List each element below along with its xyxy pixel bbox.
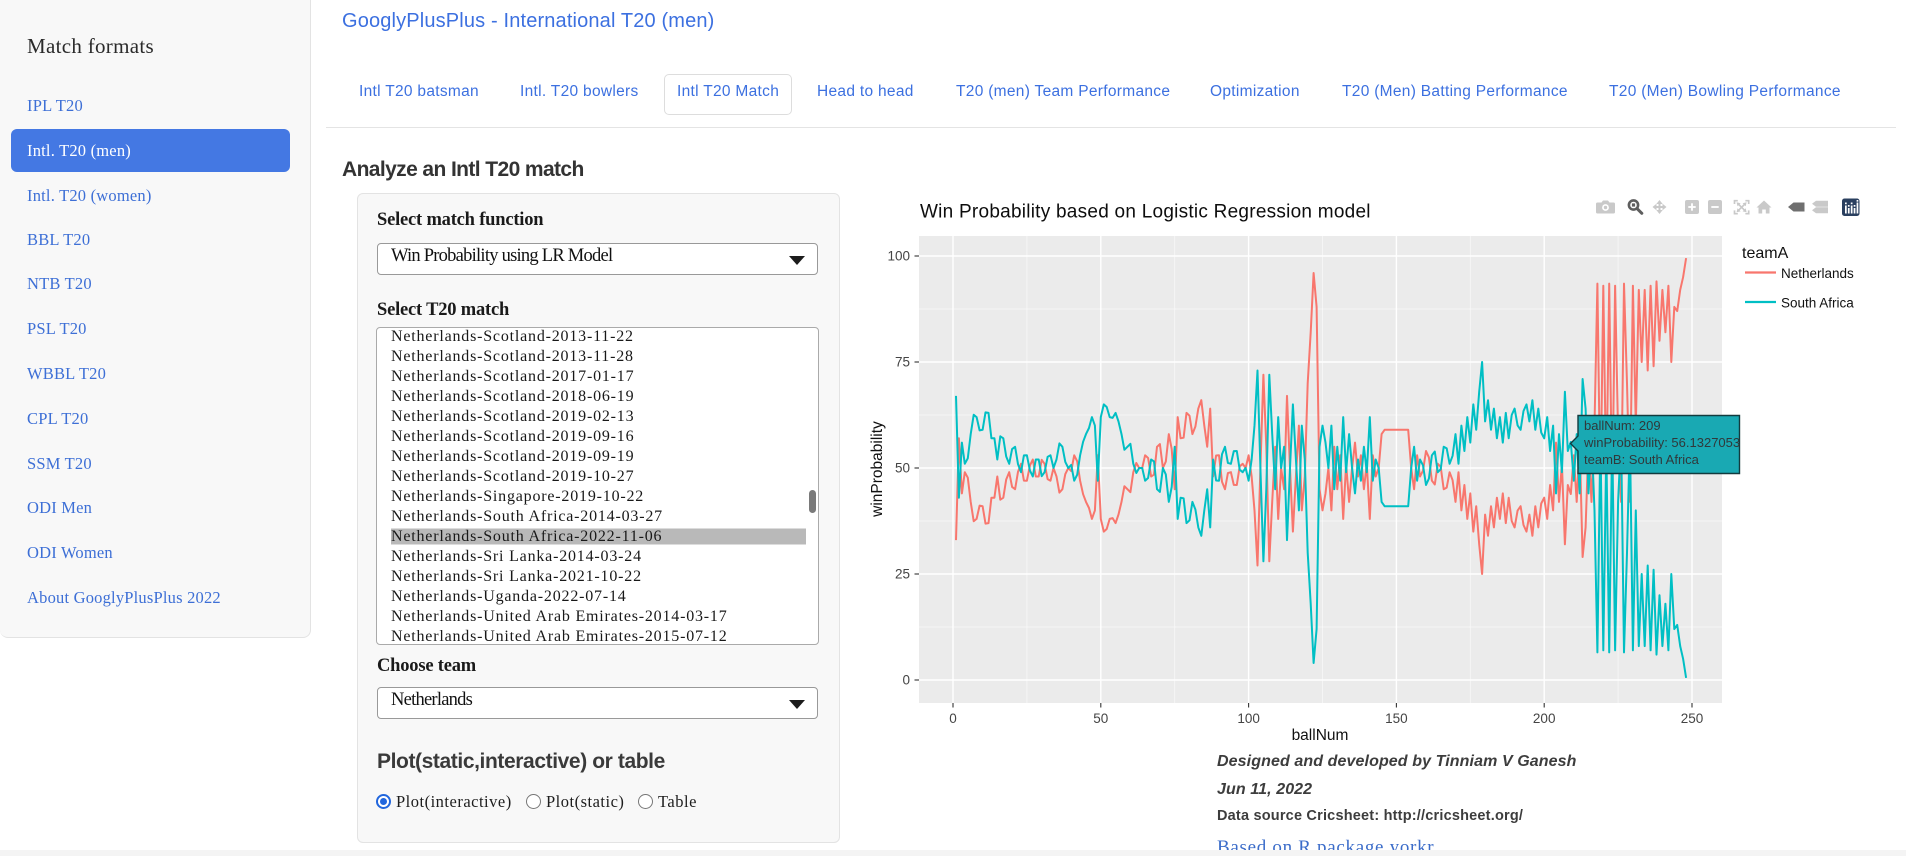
svg-text:teamA: teamA (1742, 245, 1789, 262)
svg-text:Win Probability based on Logis: Win Probability based on Logistic Regres… (920, 202, 1371, 223)
svg-text:Netherlands: Netherlands (1781, 266, 1854, 281)
svg-text:100: 100 (887, 249, 910, 264)
svg-text:75: 75 (895, 355, 910, 370)
svg-text:100: 100 (1237, 711, 1260, 726)
svg-text:winProbability: 56.1327053: winProbability: 56.1327053 (1583, 435, 1740, 450)
svg-text:0: 0 (902, 673, 910, 688)
svg-text:ballNum: ballNum (1292, 727, 1349, 744)
svg-text:50: 50 (895, 461, 910, 476)
svg-text:ballNum: 209: ballNum: 209 (1584, 418, 1661, 433)
svg-text:250: 250 (1681, 711, 1704, 726)
svg-text:25: 25 (895, 567, 910, 582)
svg-text:200: 200 (1533, 711, 1556, 726)
svg-text:0: 0 (949, 711, 957, 726)
svg-text:50: 50 (1093, 711, 1108, 726)
svg-text:winProbability: winProbability (869, 421, 886, 518)
svg-text:150: 150 (1385, 711, 1408, 726)
svg-text:teamB: South Africa: teamB: South Africa (1584, 452, 1700, 467)
svg-text:South Africa: South Africa (1781, 296, 1854, 311)
